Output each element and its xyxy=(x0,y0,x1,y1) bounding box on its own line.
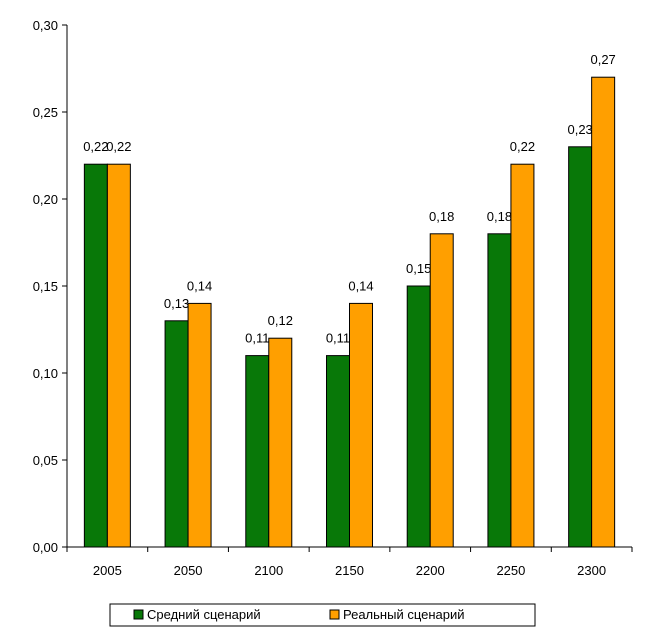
data-label-green-2250: 0,18 xyxy=(487,209,512,224)
x-tick-label-2100: 2100 xyxy=(254,563,283,578)
bar-green-2100 xyxy=(245,355,270,548)
bar-orange-2005 xyxy=(106,163,131,548)
bar-green-2005 xyxy=(83,163,108,548)
legend-box xyxy=(109,603,536,627)
legend-label-green: Средний сценарий xyxy=(147,607,261,622)
bar-green-2150 xyxy=(326,355,350,548)
data-label-green-2100: 0,11 xyxy=(245,331,269,346)
bar-green-2050 xyxy=(164,320,189,548)
x-tick-label-2050: 2050 xyxy=(174,563,203,578)
legend: Средний сценарий Реальный сценарий xyxy=(109,603,536,627)
legend-swatch-green xyxy=(133,609,144,620)
x-tick-label-2300: 2300 xyxy=(577,563,606,578)
x-tick-label-2005: 2005 xyxy=(93,563,122,578)
legend-swatch-orange xyxy=(329,609,340,620)
bar-green-2250 xyxy=(487,233,512,548)
data-label-orange-2200: 0,18 xyxy=(429,209,454,224)
legend-label-orange: Реальный сценарий xyxy=(343,607,465,622)
data-label-orange-2150: 0,14 xyxy=(348,278,373,293)
y-tick-label: 0,15 xyxy=(33,279,58,294)
y-tick-label: 0,05 xyxy=(33,453,58,468)
y-tick-label: 0,25 xyxy=(33,105,58,120)
bar-green-2200 xyxy=(406,285,431,548)
y-tick-label: 0,30 xyxy=(33,18,58,33)
bar-orange-2300 xyxy=(591,76,616,548)
x-tick-label-2150: 2150 xyxy=(335,563,364,578)
data-label-green-2005: 0,22 xyxy=(83,139,108,154)
y-tick-label: 0,00 xyxy=(33,540,58,555)
bar-orange-2150 xyxy=(349,302,373,548)
data-label-orange-2005: 0,22 xyxy=(106,139,131,154)
y-tick-label: 0,20 xyxy=(33,192,58,207)
data-label-orange-2050: 0,14 xyxy=(187,278,212,293)
y-tick-label: 0,10 xyxy=(33,366,58,381)
bar-orange-2200 xyxy=(429,233,454,548)
data-label-orange-2300: 0,27 xyxy=(590,52,615,67)
data-label-green-2200: 0,15 xyxy=(406,261,431,276)
data-label-orange-2250: 0,22 xyxy=(510,139,535,154)
bar-orange-2050 xyxy=(187,302,212,548)
data-label-orange-2100: 0,12 xyxy=(268,313,293,328)
bar-green-2300 xyxy=(568,146,593,548)
bar-orange-2250 xyxy=(510,163,535,548)
x-tick-label-2250: 2250 xyxy=(496,563,525,578)
bar-orange-2100 xyxy=(268,337,293,548)
plot-area: 0,220,2220050,130,1420500,110,1221000,11… xyxy=(33,18,633,578)
data-label-green-2150: 0,11 xyxy=(326,331,350,346)
data-label-green-2300: 0,23 xyxy=(567,122,592,137)
x-tick-label-2200: 2200 xyxy=(416,563,445,578)
data-label-green-2050: 0,13 xyxy=(164,296,189,311)
